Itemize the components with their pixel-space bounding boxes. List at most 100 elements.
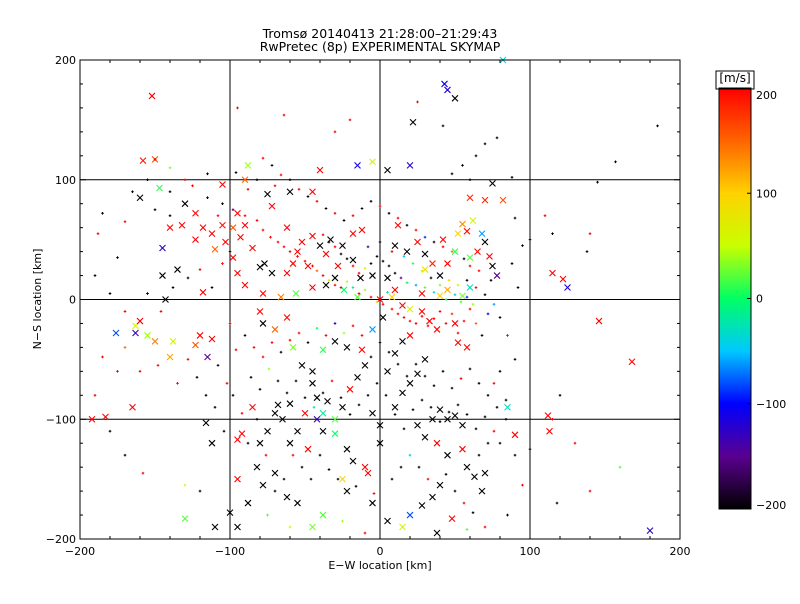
- data-point-plus: [342, 219, 346, 222]
- data-point-plus: [191, 184, 194, 188]
- data-point-plus: [492, 429, 496, 433]
- data-point-plus: [234, 171, 238, 174]
- data-point-cross: [313, 415, 321, 423]
- data-point-cross: [349, 230, 357, 238]
- data-point-plus: [372, 492, 376, 495]
- data-point-plus: [483, 415, 487, 419]
- data-point-cross: [313, 394, 321, 402]
- data-point-plus: [588, 232, 592, 235]
- x-tick-label: 100: [520, 545, 541, 558]
- data-point-plus: [506, 334, 509, 337]
- data-point-cross: [129, 403, 136, 411]
- data-point-plus: [396, 312, 400, 316]
- data-point-cross: [283, 224, 291, 232]
- data-point-plus: [282, 477, 286, 481]
- data-point-plus: [387, 211, 391, 215]
- y-tick-label: 200: [55, 54, 76, 67]
- data-point-cross: [436, 272, 444, 279]
- data-point-plus: [168, 190, 172, 194]
- data-point-plus: [386, 291, 389, 294]
- data-point-plus: [390, 250, 394, 253]
- data-point-plus: [378, 341, 382, 344]
- data-point-plus: [366, 394, 370, 397]
- data-point-plus: [243, 214, 247, 217]
- data-point-cross: [595, 317, 603, 325]
- data-point-cross: [459, 445, 466, 453]
- data-point-plus: [414, 322, 418, 325]
- data-point-cross: [289, 344, 297, 351]
- data-point-plus: [236, 106, 239, 110]
- data-point-plus: [153, 158, 157, 161]
- data-point-plus: [363, 531, 367, 535]
- data-point-cross: [298, 238, 306, 246]
- data-point-cross: [343, 344, 351, 351]
- data-point-plus: [474, 427, 478, 431]
- data-point-cross: [166, 224, 174, 232]
- data-point-plus: [333, 283, 337, 287]
- data-point-cross: [202, 419, 210, 427]
- data-point-plus: [222, 429, 226, 433]
- data-point-cross: [174, 266, 181, 273]
- data-point-cross: [444, 415, 451, 423]
- data-point-cross: [316, 166, 324, 174]
- data-point-plus: [486, 312, 490, 316]
- data-point-plus: [483, 142, 487, 146]
- data-point-cross: [256, 308, 264, 315]
- data-point-cross: [454, 339, 462, 346]
- data-point-cross: [394, 221, 402, 229]
- data-point-plus: [441, 370, 445, 373]
- data-point-plus: [327, 279, 331, 282]
- data-point-plus: [408, 453, 412, 457]
- data-point-cross: [204, 353, 211, 361]
- data-point-cross: [244, 499, 252, 507]
- colorbar-tick-label: 0: [756, 293, 763, 306]
- colorbar: −200 −100 0 100 200: [715, 70, 786, 512]
- data-point-plus: [495, 405, 499, 409]
- data-point-plus: [513, 358, 517, 361]
- data-point-cross: [234, 523, 241, 531]
- data-point-cross: [489, 179, 496, 187]
- data-point-cross: [208, 230, 216, 238]
- data-point-plus: [486, 394, 490, 397]
- data-point-cross: [466, 254, 474, 261]
- data-point-cross: [454, 230, 462, 238]
- data-point-plus: [183, 178, 187, 182]
- data-point-plus: [357, 403, 361, 407]
- data-point-cross: [559, 275, 567, 283]
- data-point-plus: [498, 441, 502, 445]
- data-point-cross: [414, 370, 421, 378]
- data-point-plus: [459, 300, 463, 304]
- data-point-plus: [411, 262, 415, 265]
- data-point-cross: [283, 269, 291, 277]
- data-point-plus: [321, 391, 325, 395]
- data-point-cross: [259, 320, 267, 327]
- data-point-cross: [421, 250, 429, 258]
- data-point-plus: [468, 367, 472, 371]
- data-point-plus: [369, 295, 373, 299]
- data-point-plus: [381, 302, 385, 306]
- data-point-plus: [318, 453, 322, 457]
- data-point-cross: [444, 286, 451, 294]
- data-point-cross: [489, 262, 496, 270]
- data-point-plus: [387, 350, 391, 354]
- data-point-cross: [478, 487, 486, 495]
- data-point-cross: [331, 274, 339, 282]
- data-point-plus: [273, 184, 277, 188]
- data-point-plus: [348, 413, 352, 416]
- data-point-plus: [486, 441, 490, 445]
- data-point-plus: [423, 235, 427, 239]
- data-point-cross: [222, 238, 229, 246]
- data-point-plus: [123, 220, 127, 223]
- data-point-cross: [283, 493, 291, 501]
- data-point-cross: [181, 200, 189, 208]
- data-point-plus: [198, 268, 202, 271]
- data-point-cross: [436, 406, 444, 414]
- data-point-plus: [315, 269, 319, 273]
- data-point-plus: [513, 453, 517, 457]
- data-point-plus: [521, 483, 524, 487]
- data-point-cross: [319, 511, 327, 519]
- data-point-plus: [447, 279, 451, 282]
- data-point-cross: [331, 415, 339, 423]
- data-point-cross: [564, 284, 571, 291]
- x-tick-label: 0: [377, 545, 384, 558]
